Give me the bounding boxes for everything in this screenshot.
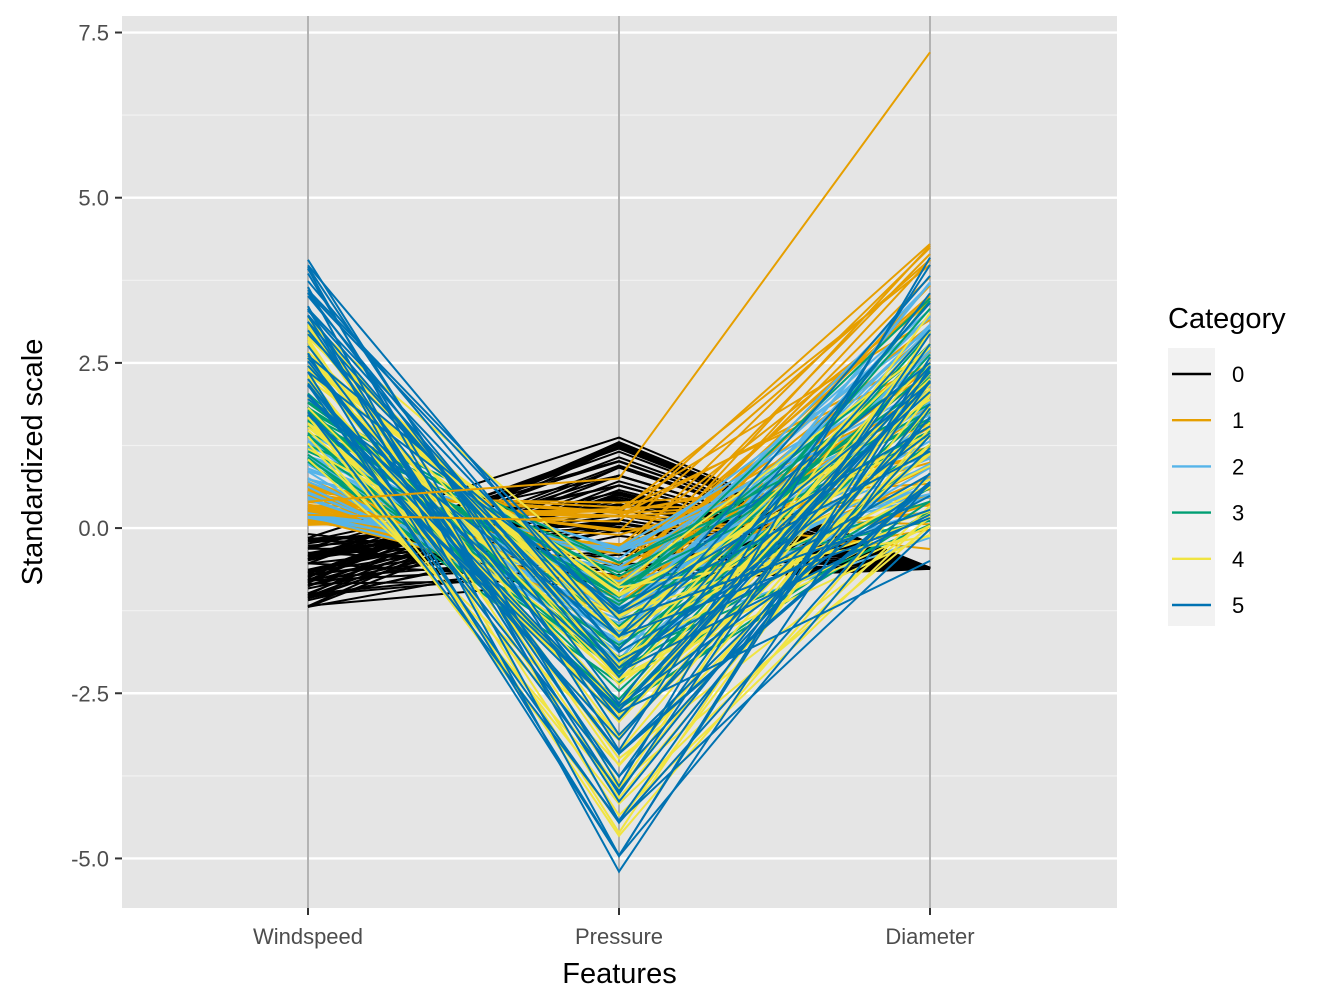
- data-line-category-5: [307, 292, 931, 706]
- legend-label-3: 3: [1232, 501, 1244, 526]
- legend-label-2: 2: [1232, 454, 1244, 479]
- y-tick-label: 2.5: [78, 351, 109, 376]
- data-line-category-5: [307, 321, 931, 669]
- y-tick-label: 7.5: [78, 21, 109, 46]
- data-line-category-5: [307, 381, 931, 713]
- x-axis: Windspeed Pressure Diameter: [253, 908, 975, 949]
- data-line-category-5: [307, 259, 931, 753]
- x-axis-title: Features: [562, 958, 676, 990]
- data-line-category-5: [307, 380, 931, 823]
- legend: Category 0 1 2 3 4 5: [1168, 303, 1286, 626]
- data-line-category-5: [307, 345, 931, 755]
- data-line-category-5: [307, 321, 931, 779]
- data-line-category-5: [307, 395, 931, 673]
- data-line-category-5: [307, 289, 931, 614]
- x-tick-label: Diameter: [885, 924, 974, 949]
- data-lines: [307, 51, 931, 874]
- data-line-category-5: [307, 384, 931, 825]
- data-line-category-5: [307, 302, 931, 651]
- data-line-category-4: [307, 448, 931, 618]
- y-tick-label: 0.0: [78, 516, 109, 541]
- legend-label-0: 0: [1232, 362, 1244, 387]
- data-line-category-5: [307, 280, 931, 654]
- data-line-category-1: [307, 243, 931, 523]
- data-line-category-5: [307, 286, 931, 858]
- x-tick-label: Windspeed: [253, 924, 363, 949]
- data-line-category-5: [307, 354, 931, 615]
- y-axis-title: Standardized scale: [17, 339, 49, 586]
- data-line-category-5: [307, 393, 931, 714]
- legend-label-5: 5: [1232, 593, 1244, 618]
- legend-label-1: 1: [1232, 408, 1244, 433]
- y-tick-label: 5.0: [78, 186, 109, 211]
- y-tick-label: -5.0: [71, 846, 109, 871]
- y-tick-label: -2.5: [71, 681, 109, 706]
- legend-title: Category: [1168, 303, 1286, 335]
- legend-label-4: 4: [1232, 547, 1244, 572]
- data-line-category-4: [307, 329, 931, 642]
- data-line-category-4: [307, 412, 931, 806]
- y-axis: 7.5 5.0 2.5 0.0 -2.5 -5.0: [71, 21, 122, 871]
- data-line-category-5: [307, 309, 931, 663]
- data-line-category-5: [307, 257, 931, 789]
- x-tick-label: Pressure: [575, 924, 663, 949]
- data-line-category-5: [307, 380, 931, 742]
- legend-key-background: [1168, 348, 1215, 626]
- data-line-category-1: [307, 51, 931, 503]
